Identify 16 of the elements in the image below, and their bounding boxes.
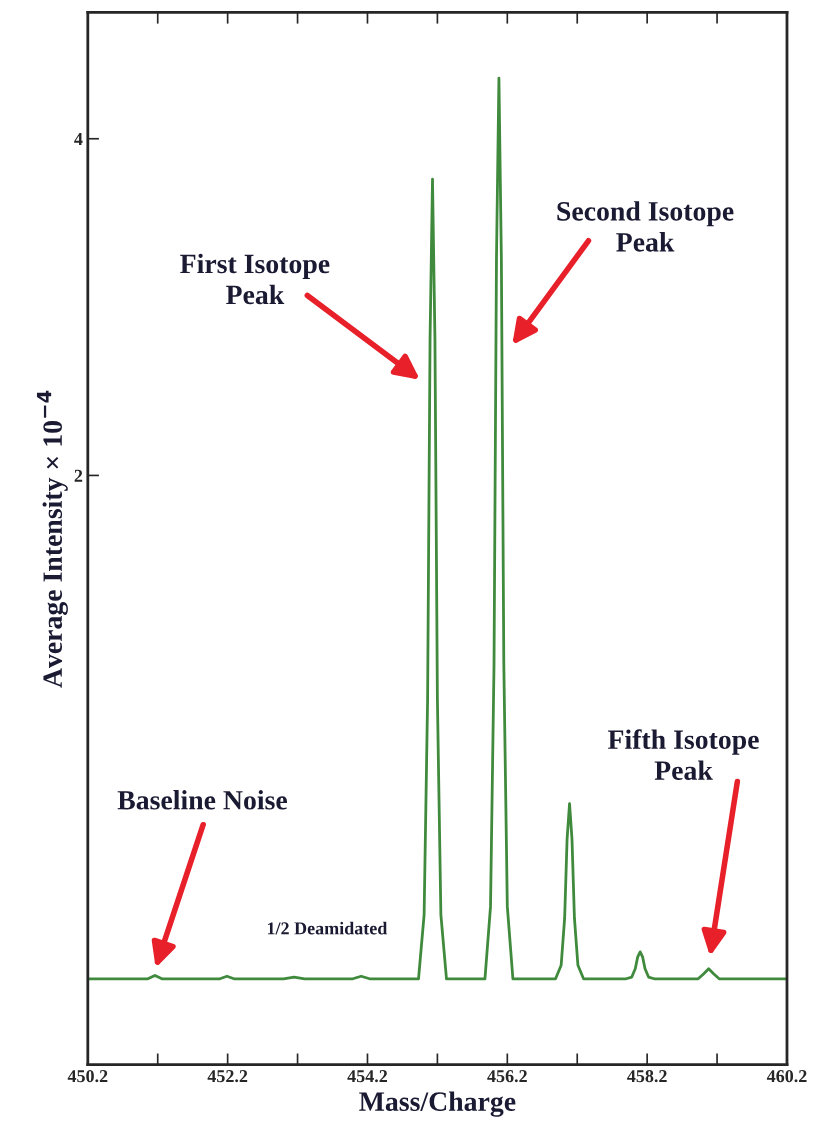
x-tick-label: 458.2 <box>627 1070 667 1083</box>
y-tick-label: 4 <box>74 133 83 146</box>
x-tick-label: 454.2 <box>347 1070 388 1083</box>
line-series <box>87 76 787 981</box>
x-tick-label: 460.2 <box>766 1070 807 1083</box>
x-tick-label: 452.2 <box>207 1070 248 1083</box>
annotation: 1/2 Deamidated <box>267 921 388 935</box>
annotation: Second Isotope Peak <box>557 201 734 252</box>
y-axis-title: Average Intensity × 10$^{−4}$ <box>36 390 68 688</box>
annotation: First Isotope Peak <box>180 253 330 305</box>
x-tick-label: 456.2 <box>487 1070 527 1083</box>
annotation: Baseline Noise <box>117 790 288 810</box>
x-tick-label: 450.2 <box>67 1070 108 1083</box>
y-tick-label: 2 <box>74 469 83 482</box>
x-axis-title: Mass/Charge <box>359 1091 516 1117</box>
annotation: Fifth Isotope Peak <box>607 729 759 780</box>
